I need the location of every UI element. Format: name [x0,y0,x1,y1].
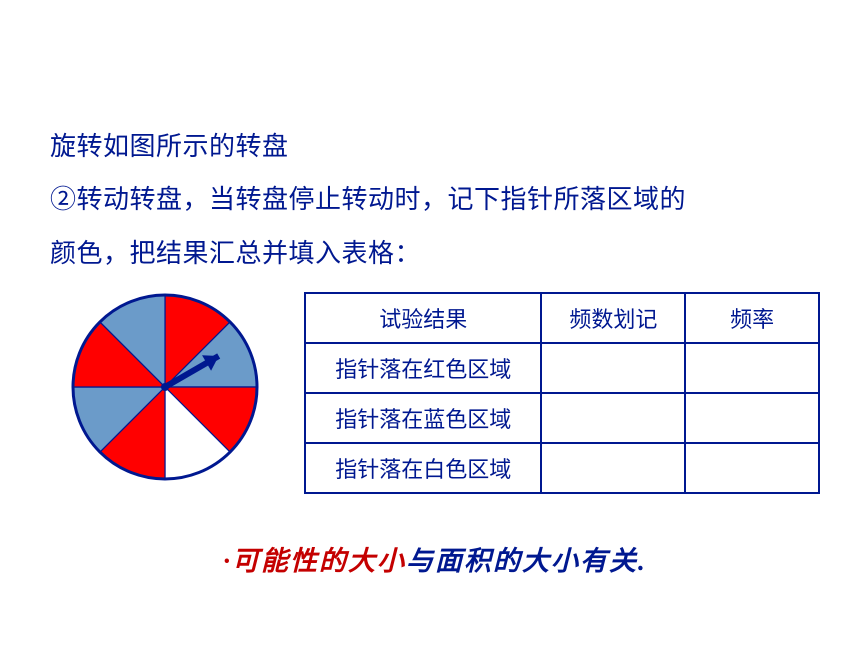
table-header-row: 试验结果 频数划记 频率 [305,293,819,343]
row-blue-freq [685,393,819,443]
intro-line1: 旋转如图所示的转盘 [50,120,820,173]
header-result: 试验结果 [305,293,541,343]
conclusion-bullet: · [223,546,232,576]
row-red-tally [541,343,685,393]
intro-line3: 颜色，把结果汇总并填入表格： [50,227,820,280]
header-tally: 频数划记 [541,293,685,343]
wheel-svg [50,292,280,482]
table-row: 指针落在蓝色区域 [305,393,819,443]
spinner-wheel [50,292,280,482]
row-red-freq [685,343,819,393]
row-white-tally [541,443,685,493]
row-blue-tally [541,393,685,443]
table-row: 指针落在白色区域 [305,443,819,493]
conclusion-red-part: 可能性的大小 [232,546,406,576]
table-row: 指针落在红色区域 [305,343,819,393]
row-white-label: 指针落在白色区域 [305,443,541,493]
row-blue-label: 指针落在蓝色区域 [305,393,541,443]
intro-line2: ②转动转盘，当转盘停止转动时，记下指针所落区域的 [50,173,820,226]
slide-content: 旋转如图所示的转盘 ②转动转盘，当转盘停止转动时，记下指针所落区域的 颜色，把结… [0,0,860,578]
main-row: 试验结果 频数划记 频率 指针落在红色区域 指针落在蓝色区域 指针落在白色区域 [50,292,820,494]
row-white-freq [685,443,819,493]
conclusion-text: ·可能性的大小与面积的大小有关. [50,539,820,578]
results-table: 试验结果 频数划记 频率 指针落在红色区域 指针落在蓝色区域 指针落在白色区域 [304,292,820,494]
conclusion-blue-part: 与面积的大小有关. [406,546,647,576]
header-frequency: 频率 [685,293,819,343]
results-table-wrap: 试验结果 频数划记 频率 指针落在红色区域 指针落在蓝色区域 指针落在白色区域 [304,292,820,494]
row-red-label: 指针落在红色区域 [305,343,541,393]
